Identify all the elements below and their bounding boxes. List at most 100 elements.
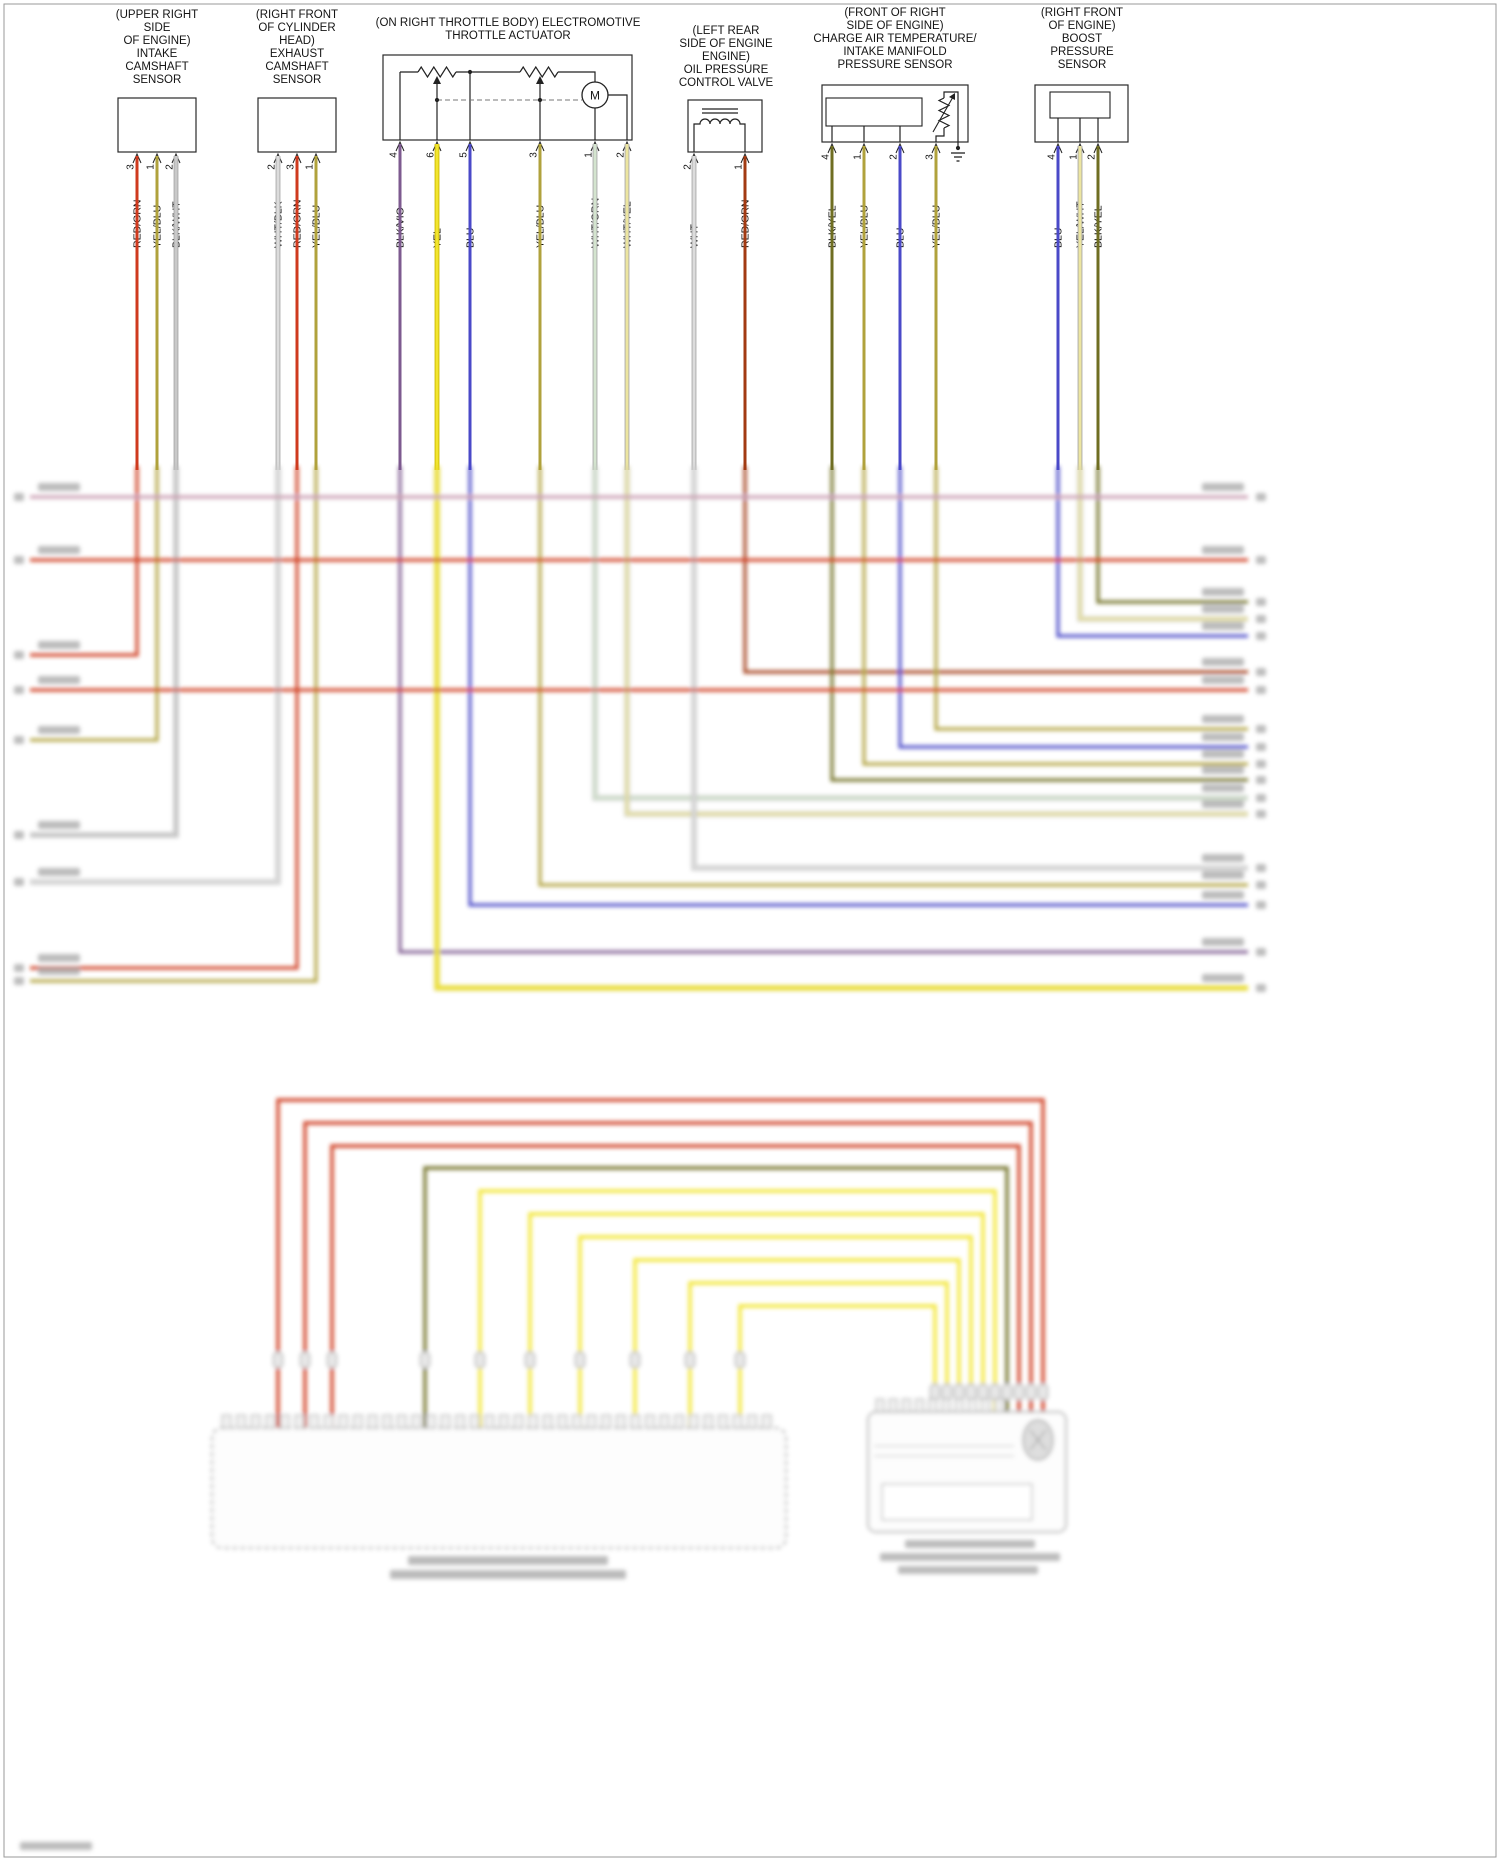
pin-number: 4 [821,154,832,160]
terminal [1038,1383,1048,1401]
pin-number: 3 [126,164,137,170]
component-label-line: CAMSHAFT [265,61,328,73]
blurred-text-blob [1256,615,1266,623]
wire-yel-wht [1078,466,1248,621]
blurred-text-blob [1256,881,1266,889]
blurred-text-blob [1202,483,1244,491]
connector-pin [309,1414,320,1429]
resistor-symbol [417,65,457,79]
wire-blu [1056,466,1248,638]
harness-loop [633,1258,961,1384]
connector-pin [572,1414,582,1429]
connector-pin [732,1414,743,1429]
wire-yel-blu [538,466,1248,887]
blurred-text-blob [1202,676,1244,684]
blurred-text-blob [1256,901,1266,909]
wire-red-grn [30,466,139,657]
connector-pin [659,1414,670,1429]
blurred-text-blob [1202,871,1244,879]
junction-dot [955,145,961,151]
connector-pin [440,1414,451,1429]
connector-pin [747,1414,757,1429]
page-border [3,3,1497,1858]
connector-pin [630,1414,641,1429]
component-label-line: (FRONT OF RIGHT [844,7,945,19]
wire-blu [898,466,1248,749]
connector-pin [928,1398,938,1413]
component-label-line: THROTTLE ACTUATOR [445,30,570,42]
connector-pin [888,1398,898,1413]
blurred-text-blob [880,1553,1060,1561]
pin-arrow [292,152,302,164]
pin-arrow [311,152,321,164]
component-electromotive-throttle-actuator: (ON RIGHT THROTTLE BODY) ELECTROMOTIVETH… [376,17,641,251]
pin-arrow [689,152,699,164]
component-label-line: PRESSURE SENSOR [837,59,952,71]
circuit-line [608,94,628,140]
pin-arrow [132,152,142,164]
motor-letter: M [590,89,600,103]
pin-arrow [1053,142,1063,154]
blurred-text-blob [390,1570,626,1579]
connector-pin [323,1414,334,1429]
connector-pin [601,1414,611,1429]
harness-loop [578,1235,973,1384]
pin-number: 1 [1069,154,1080,160]
terminal [930,1383,940,1401]
connector-pin [674,1414,684,1429]
wire-wht-yel [625,466,1248,816]
wire-outline [691,466,1248,871]
blurred-text-blob [20,1842,92,1850]
blurred-text-blob [1202,605,1244,613]
blurred-text-blob [1202,891,1244,899]
pin-number: 3 [286,164,297,170]
blurred-text-blob [1256,984,1266,992]
blurred-text-blob [898,1566,1038,1574]
pin-number: 4 [1047,154,1058,160]
blurred-text-blob [1256,668,1266,676]
pin-arrow [273,152,283,164]
pin-arrow [859,142,869,154]
pin-arrow [622,140,632,152]
blurred-text-blob [14,831,24,839]
connector-pin [542,1414,553,1429]
connector-pin [352,1414,363,1429]
blurred-text-blob [1202,766,1244,774]
pin-number: 3 [529,152,540,158]
connector-pin [875,1398,885,1413]
connector-pin [513,1414,524,1429]
blurred-text-blob [38,954,80,962]
wiper-arrow [536,76,544,84]
pin-number: 2 [267,164,278,170]
blurred-text-blob [1256,493,1266,501]
solenoid-coil [693,118,746,152]
connector-pin [367,1414,378,1429]
blurred-text-blob [1256,632,1266,640]
pin-number: 2 [683,164,694,170]
blurred-text-blob [408,1556,608,1565]
component-label-line: SENSOR [273,74,322,86]
connector-pin [981,1398,990,1413]
blurred-text-blob [1202,800,1244,808]
blurred-text-blob [1256,810,1266,818]
component-label-line: SENSOR [1058,59,1107,71]
component-box [687,99,763,153]
harness-loop [738,1304,937,1384]
ground-lead [943,91,959,148]
blurred-text-blob [14,964,24,972]
harness-loop [528,1212,985,1384]
harness-loop [276,1098,1045,1384]
pin-arrow [1093,142,1103,154]
connector-pin [279,1414,290,1429]
blurred-text-blob [1256,794,1266,802]
resistor-symbol [519,65,559,79]
component-label-line: (UPPER RIGHT [116,9,198,21]
wire-blu [468,466,1248,907]
blurred-text-blob [1202,622,1244,630]
pin-number: 1 [146,164,157,170]
pin-arrow [171,152,181,164]
connector-pin [761,1414,772,1429]
connector-pin [968,1398,977,1413]
